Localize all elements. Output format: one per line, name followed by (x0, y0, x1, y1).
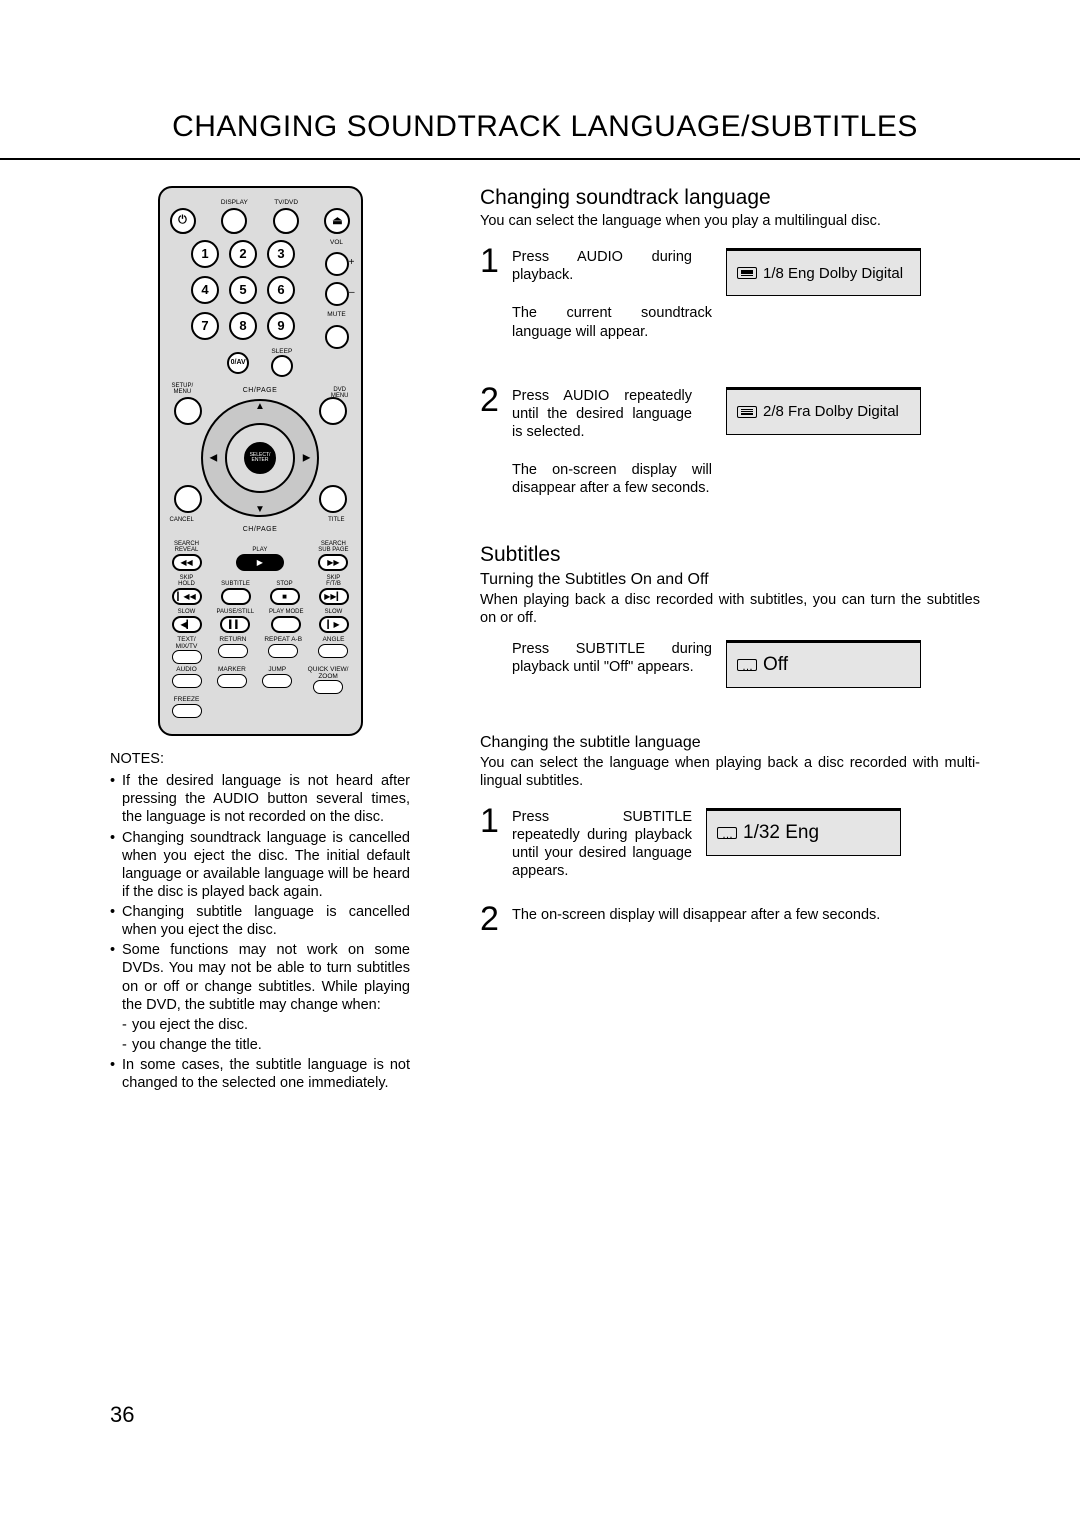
cancel-button (174, 485, 202, 513)
osd-text: 2/8 Fra Dolby Digital (763, 403, 899, 420)
osd-display: 1/8 Eng Dolby Digital (726, 248, 921, 296)
note-subitem: you eject the disc. (110, 1016, 410, 1034)
freeze-button (172, 704, 202, 718)
osd-display: 1/32 Eng (706, 808, 901, 856)
search-rev-button: ◀◀ (172, 554, 202, 571)
num-4: 4 (191, 276, 219, 304)
left-arrow-icon: ◀ (210, 453, 218, 464)
mute-button (325, 325, 349, 349)
eject-icon: ⏏ (324, 208, 350, 234)
slow-fwd-button: ▎▶ (319, 616, 349, 633)
section-intro: You can select the language when you pla… (480, 212, 980, 230)
note-item: If the desired language is not heard aft… (110, 772, 410, 826)
step-text: Press SUBTITLE repeatedly during playbac… (512, 808, 692, 881)
text-mix-button (172, 650, 202, 664)
step-text: Press AUDIO during playback. (512, 248, 692, 284)
step-number: 1 (480, 248, 502, 275)
step-text: The on-screen display will disappear aft… (512, 906, 980, 924)
slow-rev-button: ◀▎ (172, 616, 202, 633)
num-6: 6 (267, 276, 295, 304)
note-item: Some functions may not work on some DVDs… (110, 941, 410, 1014)
page-title: CHANGING SOUNDTRACK LANGUAGE/SUBTITLES (110, 110, 980, 156)
angle-button (318, 644, 348, 658)
down-arrow-icon: ▼ (255, 504, 265, 515)
remote-control-illustration: ⏻ DISPLAY TV/DVD ⏏ 1 2 3 (158, 186, 363, 736)
step-followup: The current soundtrack language will app… (512, 304, 712, 340)
playmode-button (271, 616, 301, 633)
skip-prev-button: ▎◀◀ (172, 588, 202, 605)
step-number: 2 (480, 387, 502, 414)
num-3: 3 (267, 240, 295, 268)
audio-osd-icon (737, 406, 757, 418)
repeat-button (268, 644, 298, 658)
osd-display: Off (726, 640, 921, 688)
subtitle-osd-icon (717, 827, 737, 839)
num-7: 7 (191, 312, 219, 340)
title-rule (0, 158, 1080, 160)
num-2: 2 (229, 240, 257, 268)
section-heading-soundtrack: Changing soundtrack language (480, 186, 980, 210)
audio-button (172, 674, 202, 688)
subtitle-osd-icon (737, 659, 757, 671)
num-9: 9 (267, 312, 295, 340)
display-button (221, 208, 247, 234)
power-icon: ⏻ (170, 208, 196, 234)
select-enter-button: SELECT/ ENTER (244, 442, 276, 474)
note-item: Changing soundtrack language is cancelle… (110, 829, 410, 902)
osd-text: 1/32 Eng (743, 822, 819, 844)
step-text: Press SUBTITLE during playback until "Of… (512, 640, 712, 676)
subtitle-button (221, 588, 251, 605)
step-number: 1 (480, 808, 502, 835)
notes-heading: NOTES: (110, 750, 410, 768)
note-subitem: you change the title. (110, 1036, 410, 1054)
audio-osd-icon (737, 267, 757, 279)
step-number: 2 (480, 906, 502, 933)
vol-up: + (325, 252, 349, 276)
page-number: 36 (110, 1402, 134, 1428)
subsection-heading: Changing the subtitle language (480, 734, 980, 752)
marker-button (217, 674, 247, 688)
jump-button (262, 674, 292, 688)
stop-button: ■ (270, 588, 300, 605)
sleep-button (271, 355, 293, 377)
quickview-button (313, 680, 343, 694)
num-8: 8 (229, 312, 257, 340)
play-button: ▶ (236, 554, 284, 571)
setup-menu-button (174, 397, 202, 425)
note-item: In some cases, the subtitle language is … (110, 1056, 410, 1092)
notes-section: NOTES: If the desired language is not he… (110, 750, 410, 1092)
right-arrow-icon: ▶ (303, 453, 311, 464)
vol-down: – (325, 282, 349, 306)
section-text: You can select the language when playing… (480, 754, 980, 790)
tvdvd-button (273, 208, 299, 234)
osd-text: 1/8 Eng Dolby Digital (763, 265, 903, 282)
dvd-menu-button (319, 397, 347, 425)
subsection-heading: Turning the Subtitles On and Off (480, 571, 980, 589)
skip-next-button: ▶▶▎ (319, 588, 349, 605)
note-item: Changing subtitle language is cancelled … (110, 903, 410, 939)
section-heading-subtitles: Subtitles (480, 543, 980, 567)
num-5: 5 (229, 276, 257, 304)
title-button (319, 485, 347, 513)
return-button (218, 644, 248, 658)
osd-text: Off (763, 654, 788, 676)
up-arrow-icon: ▲ (255, 401, 265, 412)
search-fwd-button: ▶▶ (318, 554, 348, 571)
num-1: 1 (191, 240, 219, 268)
step-text: Press AUDIO repeatedly until the desired… (512, 387, 692, 441)
step-followup: The on-screen display will disappear aft… (512, 461, 712, 497)
zero-av-button: 0/AV (227, 352, 249, 374)
section-text: When playing back a disc recorded with s… (480, 591, 980, 627)
osd-display: 2/8 Fra Dolby Digital (726, 387, 921, 435)
pause-button: ▍▍ (220, 616, 250, 633)
